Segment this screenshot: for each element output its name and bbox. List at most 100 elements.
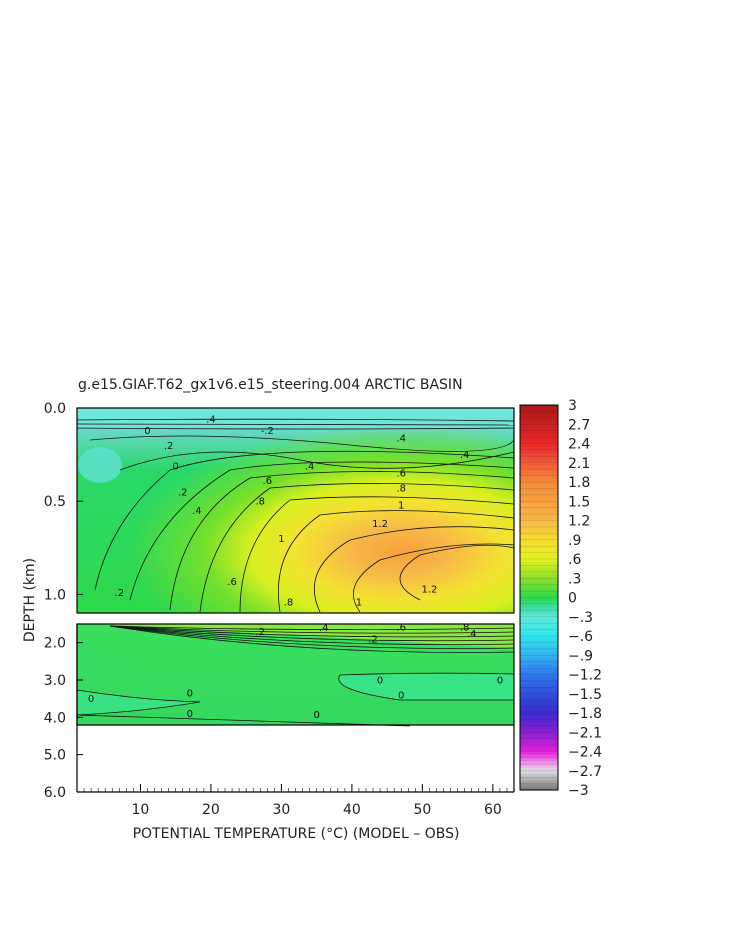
contour-label: 1.2 (421, 584, 437, 595)
colorbar-swatch (520, 510, 558, 515)
colorbar-swatch (520, 485, 558, 490)
colorbar-swatch (520, 587, 558, 592)
colorbar-swatch (520, 559, 558, 563)
y-tick-label: 5.0 (44, 748, 66, 764)
colorbar-swatch (520, 408, 558, 413)
contour-label-text: .2 (115, 588, 125, 599)
colorbar-swatch (520, 626, 558, 631)
colorbar-swatch (520, 417, 558, 422)
colorbar-swatch (520, 565, 558, 570)
colorbar-swatch (520, 761, 558, 765)
colorbar-swatch (520, 783, 558, 788)
colorbar-swatch (520, 482, 558, 486)
colorbar-swatch (520, 498, 558, 502)
contour-label: 0 (377, 676, 383, 687)
colorbar-label: 1.5 (568, 494, 590, 510)
colorbar-swatch (520, 568, 558, 573)
colorbar-swatch (520, 671, 558, 676)
colorbar-swatch (520, 578, 558, 583)
contour-label: -.2 (261, 426, 274, 437)
colorbar-swatch (520, 786, 558, 791)
contour-label-text: .2 (368, 634, 378, 645)
colorbar-swatch (520, 584, 558, 589)
colorbar-swatch (520, 526, 558, 531)
colorbar-swatch (520, 469, 558, 473)
colorbar-swatch (520, 754, 558, 759)
colorbar-swatch (520, 636, 558, 640)
colorbar-label: .6 (568, 552, 581, 568)
colorbar-swatch (520, 668, 558, 672)
colorbar-swatch (520, 693, 558, 698)
colorbar-swatch (520, 623, 558, 627)
x-tick-label: 50 (413, 802, 431, 818)
colorbar-swatch (520, 549, 558, 554)
x-tick-label: 10 (132, 802, 150, 818)
contour-label: .4 (305, 461, 315, 472)
axes: 10 20 30 40 50 600.00.51.02.03.04.05.06.0 (44, 401, 508, 818)
colorbar-label: −.6 (568, 629, 593, 645)
colorbar-swatch (520, 780, 558, 785)
colorbar-label: −3 (568, 783, 589, 799)
contour-label-text: 0 (377, 676, 383, 687)
colorbar-swatch (520, 542, 558, 547)
contour-label: .4 (206, 415, 216, 426)
colorbar-swatch (520, 748, 558, 753)
colorbar-swatch (520, 738, 558, 743)
contour-label-text: .4 (319, 623, 329, 634)
x-axis-label: POTENTIAL TEMPERATURE (°C) (MODEL – OBS) (133, 826, 460, 842)
contour-label: .6 (396, 622, 406, 633)
contour-label: .4 (460, 450, 470, 461)
contour-label: 0 (398, 690, 404, 701)
colorbar-swatch (520, 757, 558, 762)
colorbar-swatch (520, 645, 558, 650)
colorbar-swatch (520, 677, 558, 682)
contour-label-text: 0 (187, 709, 193, 720)
contour-label-text: 0 (497, 676, 503, 687)
colorbar-swatch (520, 414, 558, 419)
colorbar-swatch (520, 610, 558, 615)
upper-contour-lines (76, 418, 515, 613)
colorbar-swatch (520, 465, 558, 470)
colorbar-swatch (520, 514, 558, 518)
contour-label-text: 1 (356, 597, 362, 608)
contour-label-text: 1 (398, 500, 404, 511)
y-tick-label: 0.0 (44, 401, 66, 417)
colorbar-label: 3 (568, 398, 577, 414)
chart-title: g.e15.GIAF.T62_gx1v6.e15_steering.004 AR… (78, 377, 463, 393)
lower-panel-cool-region (338, 673, 514, 700)
colorbar-swatch (520, 722, 558, 727)
colorbar-swatch (520, 555, 558, 560)
colorbar-swatch (520, 716, 558, 721)
colorbar-label: 2.7 (568, 417, 590, 433)
colorbar-swatch (520, 523, 558, 528)
colorbar-swatch (520, 552, 558, 557)
colorbar-swatch (520, 424, 558, 429)
colorbar-swatch (520, 745, 558, 749)
colorbar-label: 1.2 (568, 514, 590, 530)
colorbar-frame (519, 404, 559, 791)
colorbar-swatch (520, 709, 558, 714)
colorbar-swatch (520, 741, 558, 746)
contour-label: 0 (144, 426, 150, 437)
colorbar-swatch (520, 504, 558, 509)
y-tick-label: 2.0 (44, 636, 66, 652)
colorbar-swatch (520, 536, 558, 541)
contour-label-text: .8 (255, 497, 265, 508)
colorbar-swatch (520, 655, 558, 660)
colorbar-swatch (520, 571, 558, 576)
y-tick-label: 6.0 (44, 785, 66, 801)
contour-label: .4 (467, 629, 477, 640)
upper-panel-warm-core (77, 408, 514, 613)
contour-label: 0 (187, 709, 193, 720)
y-tick-label: 3.0 (44, 673, 66, 689)
colorbar-swatch (520, 539, 558, 544)
contour-label: 0 (187, 689, 193, 700)
contour-label-text: .4 (460, 450, 470, 461)
colorbar-swatch (520, 520, 558, 525)
upper-panel (76, 407, 515, 614)
contour-label-text: 0 (187, 689, 193, 700)
contour-label: .4 (319, 623, 329, 634)
colorbar-swatch (520, 652, 558, 656)
contour-label-text: .8 (284, 597, 294, 608)
contour-label-text: 0 (172, 461, 178, 472)
